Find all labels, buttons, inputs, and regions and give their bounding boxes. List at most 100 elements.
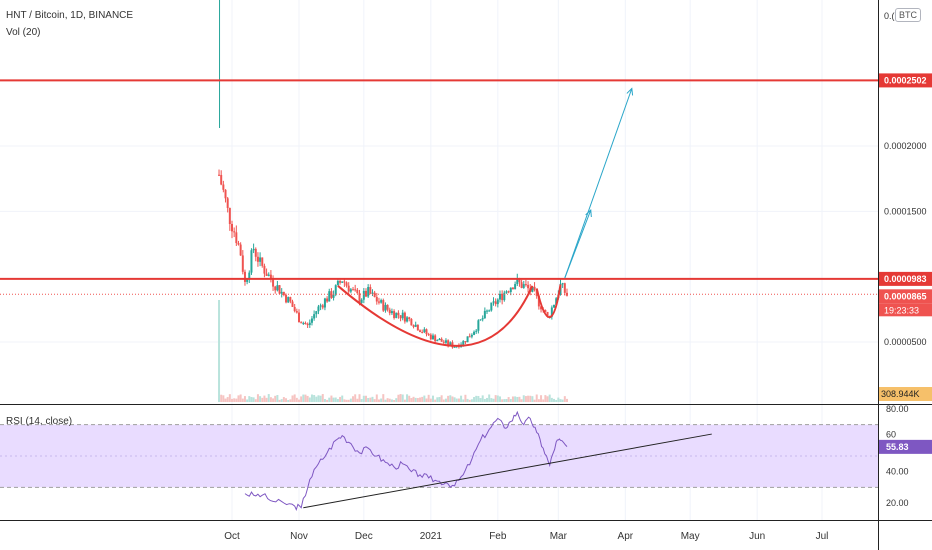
candle-body — [287, 297, 290, 303]
volume-bar — [481, 395, 484, 402]
candle-body — [462, 341, 465, 345]
volume-bar — [427, 394, 430, 402]
price-tick-label: 0.0002000 — [884, 141, 927, 151]
candle-body — [414, 324, 417, 327]
projection-arrow-line — [564, 88, 633, 279]
candle-body — [356, 289, 359, 294]
candle-body — [406, 317, 409, 322]
volume-bar — [436, 397, 439, 402]
volume-bar — [323, 398, 326, 402]
volume-bar — [239, 394, 242, 402]
rsi-tick-label: 40.00 — [886, 467, 909, 477]
volume-bar — [431, 395, 434, 402]
volume-bar — [224, 398, 227, 402]
candle-body — [304, 322, 307, 325]
volume-bar — [451, 396, 454, 402]
candle-body — [274, 286, 277, 291]
volume-bar — [479, 398, 482, 402]
time-tick-label: 2021 — [420, 531, 443, 542]
volume-bar — [455, 398, 458, 402]
candle-body — [483, 310, 486, 319]
volume-bar — [274, 395, 277, 402]
volume-bar — [339, 396, 342, 402]
volume-bar — [364, 395, 367, 402]
volume-bar — [522, 395, 525, 402]
candle-body — [390, 311, 393, 314]
volume-bar — [386, 398, 389, 402]
candle-body — [466, 336, 469, 343]
cup-arc — [337, 285, 534, 347]
volume-bar — [375, 394, 378, 402]
candle-body — [269, 274, 272, 280]
candle-body — [531, 286, 534, 292]
candle-body — [352, 289, 355, 291]
candle-body — [416, 324, 419, 331]
handle-arc — [535, 284, 562, 319]
volume-bar — [334, 397, 337, 402]
rsi-tick-label-partial: 60 — [886, 429, 896, 439]
volume-bar — [243, 396, 246, 402]
volume-legend[interactable]: Vol (20) — [6, 27, 41, 38]
candle-body — [336, 281, 339, 286]
volume-bar — [444, 398, 447, 402]
volume-bar — [503, 399, 506, 402]
volume-bar — [555, 399, 558, 402]
candle-body — [395, 312, 398, 318]
candle-body — [475, 330, 478, 332]
volume-bar — [434, 399, 437, 402]
volume-bar — [514, 396, 517, 402]
volume-bar — [527, 395, 530, 402]
candle-body — [442, 341, 445, 343]
volume-bar — [464, 394, 467, 402]
candle-body — [410, 318, 413, 326]
volume-bar — [531, 396, 534, 402]
candle-body — [436, 340, 439, 342]
candle-body — [302, 322, 305, 324]
volume-bar — [421, 396, 424, 402]
price-tick-label: 0.0001500 — [884, 206, 927, 216]
volume-bar — [367, 397, 370, 402]
volume-bar — [289, 399, 292, 402]
volume-bar — [473, 397, 476, 402]
candle-body — [285, 295, 288, 303]
candle-body — [520, 282, 523, 288]
time-axis: Oct Nov Dec 2021 Feb Mar Apr May Jun Jul — [224, 531, 828, 542]
volume-bar — [343, 399, 346, 402]
volume-bar — [371, 396, 374, 402]
candle-body — [235, 232, 238, 244]
candle-body — [291, 301, 294, 307]
volume-bar — [466, 398, 469, 402]
candle-body — [412, 325, 415, 327]
symbol-legend[interactable]: HNT / Bitcoin, 1D, BINANCE — [6, 10, 134, 21]
volume-bar — [449, 395, 452, 402]
volume-bar — [373, 399, 376, 402]
candle-body — [362, 290, 365, 300]
volume-bar — [336, 399, 339, 402]
volume-bar — [349, 398, 352, 402]
currency-badge[interactable]: BTC — [895, 8, 921, 22]
candle-body — [243, 271, 246, 282]
candle-body — [282, 291, 285, 296]
volume-bar — [347, 399, 350, 402]
candle-body — [555, 298, 558, 305]
volume-bar — [442, 399, 445, 402]
candle-body — [518, 278, 521, 283]
candle-body — [317, 306, 320, 312]
rsi-legend[interactable]: RSI (14, close) — [6, 416, 73, 427]
candle-body — [438, 338, 441, 341]
candle-body — [239, 244, 242, 256]
candle-body — [334, 285, 337, 295]
volume-bar — [399, 394, 402, 402]
candle-body — [246, 279, 249, 282]
volume-bar — [326, 399, 329, 402]
candle-body — [449, 342, 452, 346]
volume-bar — [496, 395, 499, 402]
volume-bar — [388, 398, 391, 402]
volume-bar — [377, 399, 380, 402]
volume-bar — [393, 399, 396, 402]
time-tick-label: Oct — [224, 531, 240, 542]
rsi-line — [244, 410, 568, 512]
candle-body — [425, 329, 428, 335]
candle-body — [565, 292, 568, 296]
